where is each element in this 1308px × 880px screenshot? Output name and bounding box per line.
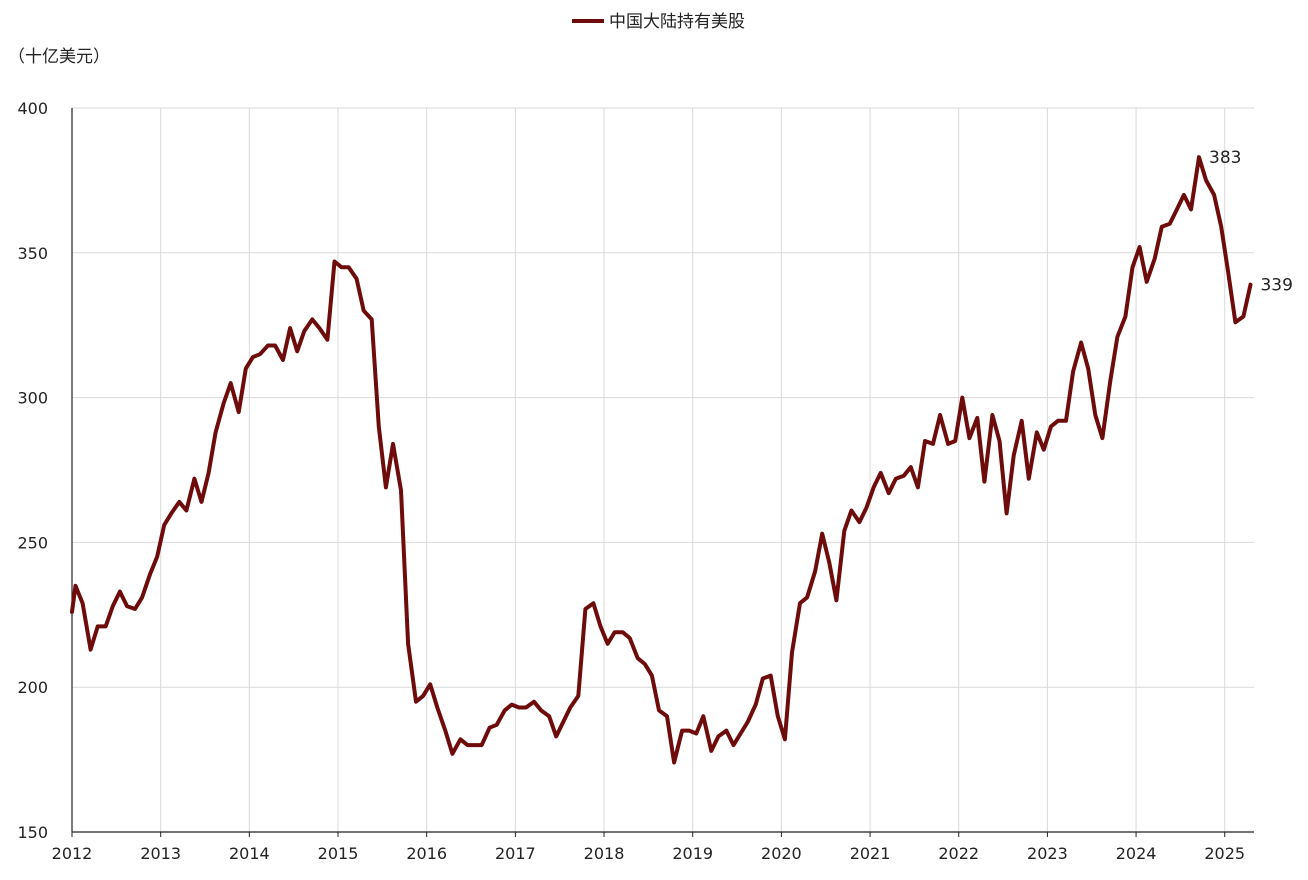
x-tick-label: 2020: [761, 844, 802, 863]
data-label: 383: [1209, 148, 1241, 168]
legend-label: 中国大陆持有美股: [609, 12, 745, 32]
x-tick-label: 2019: [672, 844, 713, 863]
y-tick-label: 300: [17, 389, 48, 408]
x-tick-label: 2017: [495, 844, 536, 863]
x-tick-label: 2016: [406, 844, 447, 863]
y-tick-label: 200: [17, 678, 48, 697]
series-line: [70, 155, 1253, 765]
x-tick-label: 2013: [140, 844, 181, 863]
grid: [72, 107, 1254, 832]
x-tick-label: 2022: [938, 844, 979, 863]
x-tick-label: 2025: [1204, 844, 1245, 863]
x-tick-label: 2021: [850, 844, 891, 863]
x-tick-label: 2023: [1027, 844, 1068, 863]
data-label: 339: [1260, 276, 1292, 296]
x-tick-label: 2014: [229, 844, 270, 863]
x-tick-label: 2015: [318, 844, 359, 863]
y-tick-label: 150: [17, 823, 48, 842]
y-tick-label: 350: [17, 244, 48, 263]
y-tick-label: 250: [17, 533, 48, 552]
legend: 中国大陆持有美股: [572, 12, 745, 32]
axes: 150 200 250 300 350 400 2012 2013 2014 2015 2016 20…: [17, 99, 1254, 863]
series-layer: [70, 155, 1253, 765]
y-tick-label: 400: [17, 99, 48, 118]
annotations: 383 339: [1209, 148, 1293, 295]
x-tick-label: 2012: [52, 844, 93, 863]
x-tick-label: 2024: [1116, 844, 1157, 863]
x-tick-label: 2018: [584, 844, 625, 863]
unit-label: （十亿美元）: [8, 47, 110, 67]
